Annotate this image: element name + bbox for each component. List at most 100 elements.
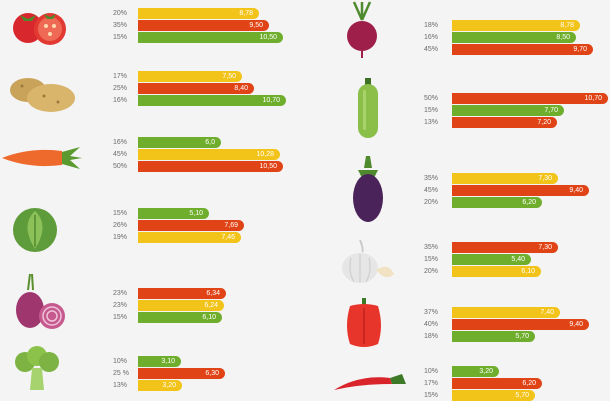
bar xyxy=(138,312,222,323)
bar xyxy=(452,44,593,55)
percent-label: 15% xyxy=(113,314,128,321)
bar xyxy=(452,366,499,377)
value-label: 10,70 xyxy=(262,97,280,104)
percent-label: 10% xyxy=(424,368,439,375)
value-label: 10,50 xyxy=(259,34,277,41)
value-label: 10,28 xyxy=(256,151,274,158)
bar xyxy=(138,71,242,82)
value-label: 8,40 xyxy=(234,85,248,92)
onion-icon xyxy=(16,273,65,329)
percent-label: 17% xyxy=(113,73,128,80)
bar xyxy=(452,20,580,31)
bar-row: 17% 6,20 xyxy=(424,378,608,389)
percent-label: 37% xyxy=(424,309,439,316)
bar-row: 45% 9,40 xyxy=(424,185,608,196)
value-label: 7,46 xyxy=(221,234,235,241)
value-label: 10,50 xyxy=(259,163,277,170)
bar xyxy=(138,380,182,391)
value-label: 9,40 xyxy=(569,321,583,328)
value-label: 6,30 xyxy=(205,370,219,377)
beet-icon xyxy=(347,1,377,58)
percent-label: 13% xyxy=(424,119,439,126)
value-label: 6,20 xyxy=(522,380,536,387)
percent-label: 15% xyxy=(113,210,128,217)
percent-label: 35% xyxy=(424,175,439,182)
value-label: 7,30 xyxy=(538,244,552,251)
percent-label: 23% xyxy=(113,302,128,309)
percent-label: 25 % xyxy=(113,370,129,377)
percent-label: 50% xyxy=(113,163,128,170)
value-label: 9,70 xyxy=(573,46,587,53)
percent-label: 10% xyxy=(113,358,128,365)
bar xyxy=(138,161,283,172)
bar xyxy=(138,300,224,311)
value-label: 6,10 xyxy=(202,314,216,321)
bar-row: 13% 3,20 xyxy=(113,380,286,391)
value-label: 8,50 xyxy=(556,34,570,41)
bar xyxy=(452,105,564,116)
bar-row: 15% 10,50 xyxy=(113,32,286,43)
value-label: 6,10 xyxy=(521,268,535,275)
bar-row: 25% 8,40 xyxy=(113,83,286,94)
zucchini-icon xyxy=(358,78,378,138)
bar xyxy=(452,307,560,318)
bar xyxy=(138,20,269,31)
value-label: 5,40 xyxy=(511,256,525,263)
percent-label: 16% xyxy=(424,34,439,41)
bar-row: 17% 7,50 xyxy=(113,71,286,82)
percent-label: 45% xyxy=(113,151,128,158)
percent-label: 15% xyxy=(424,392,439,399)
bar-row: 10% 3,10 xyxy=(113,356,286,367)
value-label: 10,70 xyxy=(584,95,602,102)
value-label: 7,20 xyxy=(537,119,551,126)
bar-row: 20% 6,10 xyxy=(424,266,608,277)
bar xyxy=(138,137,221,148)
bar-row: 20% 8,78 xyxy=(113,8,286,19)
percent-label: 15% xyxy=(424,256,439,263)
bar xyxy=(452,93,608,104)
percent-label: 16% xyxy=(113,97,128,104)
bar-row: 18% 8,78 xyxy=(424,20,608,31)
eggplant-icon xyxy=(353,156,383,222)
tomato-icon xyxy=(13,13,66,45)
value-label: 6,0 xyxy=(205,139,215,146)
bar-row: 50% 10,50 xyxy=(113,161,286,172)
percent-label: 20% xyxy=(424,199,439,206)
bar-row: 20% 6,20 xyxy=(424,197,608,208)
value-label: 8,78 xyxy=(239,10,253,17)
bar-row: 40% 9,40 xyxy=(424,319,608,330)
percent-label: 16% xyxy=(113,139,128,146)
bar xyxy=(452,32,576,43)
bar-row: 15% 5,40 xyxy=(424,254,608,265)
bar xyxy=(138,95,286,106)
value-label: 3,20 xyxy=(162,382,176,389)
bar xyxy=(138,8,259,19)
bar xyxy=(138,149,280,160)
bar xyxy=(452,117,557,128)
bar-row: 13% 7,20 xyxy=(424,117,608,128)
bar xyxy=(452,197,542,208)
bar-row: 16% 8,50 xyxy=(424,32,608,43)
percent-label: 20% xyxy=(424,268,439,275)
percent-label: 18% xyxy=(424,333,439,340)
bar-row: 15% 7,70 xyxy=(424,105,608,116)
bar-row: 15% 6,10 xyxy=(113,312,286,323)
bar-row: 25 % 6,30 xyxy=(113,368,286,379)
bar-row: 50% 10,70 xyxy=(424,93,608,104)
bar xyxy=(452,331,535,342)
bar-row: 15% 5,10 xyxy=(113,208,286,219)
value-label: 7,50 xyxy=(222,73,236,80)
value-label: 5,10 xyxy=(189,210,203,217)
value-label: 6,20 xyxy=(522,199,536,206)
garlic-icon xyxy=(342,239,394,283)
bar-row: 15% 5,70 xyxy=(424,390,608,401)
bar-row: 10% 3,20 xyxy=(424,366,608,377)
bar-row: 37% 7,40 xyxy=(424,307,608,318)
bar xyxy=(138,220,244,231)
bar-row: 35% 9,50 xyxy=(113,20,286,31)
percent-label: 45% xyxy=(424,187,439,194)
percent-label: 17% xyxy=(424,380,439,387)
value-label: 3,10 xyxy=(161,358,175,365)
bar xyxy=(138,83,254,94)
